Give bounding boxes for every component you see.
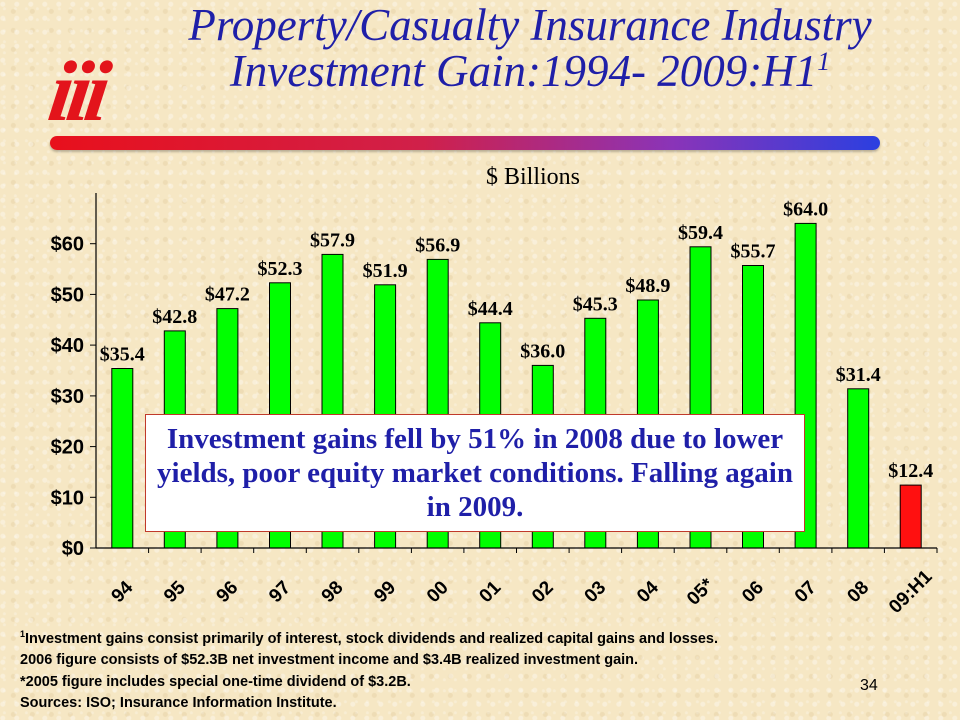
- x-tick-label: 99: [370, 577, 400, 607]
- footnotes: 1Investment gains consist primarily of i…: [20, 624, 950, 715]
- data-label: $52.3: [258, 258, 303, 280]
- y-tick-label: $0: [62, 538, 84, 560]
- title-line-2: Investment Gain:1994- 2009:H11: [120, 48, 940, 94]
- x-tick-label: 08: [843, 577, 873, 607]
- title-footnote-marker: 1: [817, 47, 831, 76]
- title-line-1: Property/Casualty Insurance Industry: [188, 0, 872, 50]
- footnote-1-marker: 1: [20, 629, 26, 639]
- footnote-1: 1Investment gains consist primarily of i…: [20, 624, 950, 650]
- data-label: $64.0: [783, 198, 828, 220]
- chart-title: $ Billions: [486, 164, 580, 190]
- data-label: $44.4: [468, 298, 513, 320]
- data-label: $42.8: [152, 306, 197, 328]
- y-tick-label: $60: [51, 234, 84, 256]
- x-tick-label: 00: [423, 577, 453, 607]
- page-number: 34: [860, 677, 878, 694]
- data-label: $31.4: [836, 364, 881, 386]
- footnote-3: *2005 figure includes special one-time d…: [20, 673, 411, 690]
- x-tick-label: 98: [318, 577, 348, 607]
- x-tick-label: 09:H1: [885, 566, 937, 618]
- footnote-sources: Sources: ISO; Insurance Information Inst…: [20, 695, 337, 712]
- bar: [111, 368, 134, 549]
- data-label: $56.9: [415, 234, 460, 256]
- x-tick-label: 94: [108, 577, 138, 607]
- data-label: $35.4: [100, 344, 145, 366]
- title-line-2-text: Investment Gain:1994- 2009:H1: [229, 46, 818, 96]
- data-label: $12.4: [888, 460, 933, 482]
- x-tick-label: 05*: [683, 574, 718, 609]
- y-tick-label: $50: [51, 284, 84, 306]
- y-tick-label: $20: [51, 437, 84, 459]
- callout-box: Investment gains fell by 51% in 2008 due…: [145, 414, 805, 532]
- x-tick-label: 07: [791, 577, 821, 607]
- x-tick-label: 02: [528, 577, 558, 607]
- x-tick-label: 03: [581, 577, 611, 607]
- y-tick-label: $10: [51, 487, 84, 509]
- data-label: $57.9: [310, 229, 355, 251]
- title-divider-bar: [50, 136, 880, 150]
- data-label: $55.7: [731, 241, 776, 263]
- bar: [899, 484, 922, 549]
- data-label: $48.9: [625, 275, 670, 297]
- data-label: $45.3: [573, 293, 618, 315]
- y-tick-label: $40: [51, 335, 84, 357]
- bar: [847, 388, 870, 549]
- x-tick-label: 04: [633, 577, 663, 607]
- x-tick-label: 97: [265, 577, 295, 607]
- x-tick-label: 95: [160, 577, 190, 607]
- footnote-1-text: Investment gains consist primarily of in…: [25, 630, 719, 647]
- footnote-2: 2006 figure consists of $52.3B net inves…: [20, 652, 639, 669]
- data-label: $59.4: [678, 222, 723, 244]
- x-tick-label: 01: [475, 577, 505, 607]
- x-tick-label: 96: [213, 577, 243, 607]
- data-label: $36.0: [520, 340, 565, 362]
- x-tick-label: 06: [738, 577, 768, 607]
- data-label: $51.9: [363, 260, 408, 282]
- data-label: $47.2: [205, 284, 250, 306]
- y-tick-label: $30: [51, 386, 84, 408]
